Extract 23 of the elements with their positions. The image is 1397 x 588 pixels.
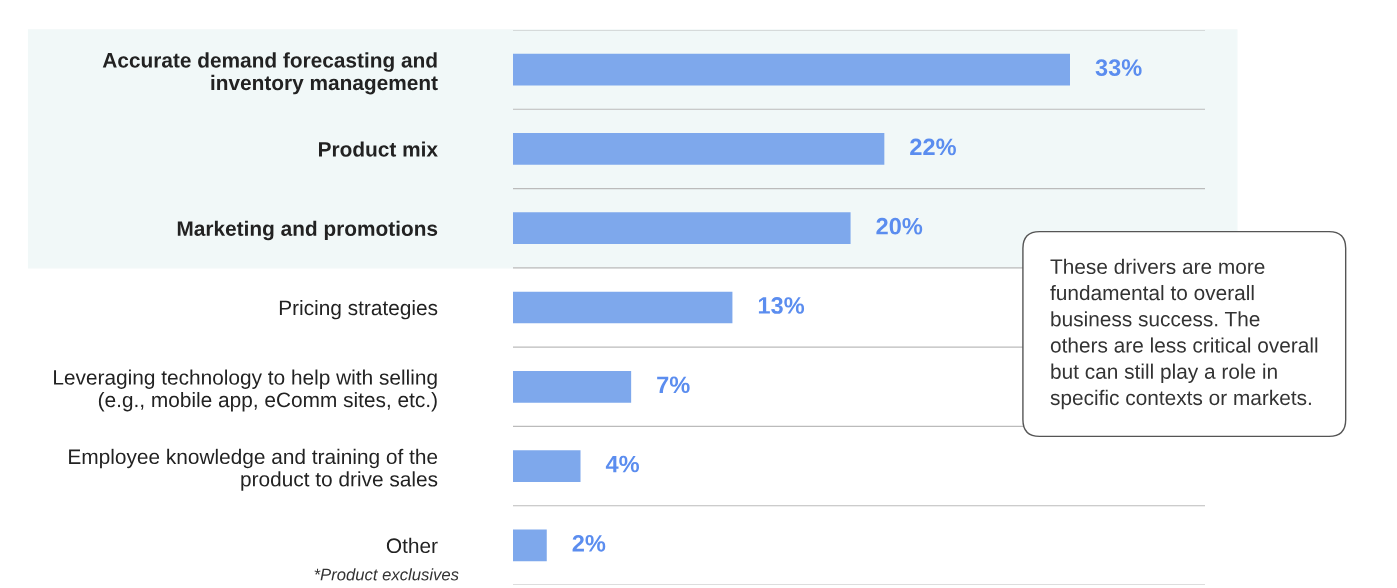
bar — [513, 212, 851, 245]
y-tick-label: Employee knowledge and training of the product to drive sales — [69, 448, 438, 491]
bar — [513, 529, 547, 562]
y-tick-label: Marketing and promotions — [177, 220, 438, 241]
bar — [513, 133, 885, 165]
bar — [513, 291, 733, 324]
y-tick-label: Leveraging technology to help with selling (e.g., mobile app, eComm sites, etc.) — [54, 369, 437, 412]
data-label: 33% — [1095, 59, 1142, 77]
text: *Product exclusives — [314, 568, 459, 581]
data-label: 7% — [657, 376, 690, 394]
bar — [513, 53, 1070, 86]
data-label: 4% — [605, 455, 640, 473]
y-tick-label: Other — [386, 537, 438, 554]
annotation: These drivers are more fundamental to overall business success. The others are less critical overall but can still play a role in specific contexts or markets. — [1050, 258, 1318, 410]
y-tick-label: Product mix — [319, 141, 438, 157]
bar — [513, 450, 581, 482]
y-tick-label: Pricing strategies — [279, 299, 438, 320]
data-label: 13% — [758, 297, 805, 314]
bar — [513, 370, 632, 403]
data-label: 22% — [910, 138, 956, 156]
data-label: 2% — [572, 534, 606, 552]
data-label: 20% — [876, 217, 923, 235]
y-tick-label: Accurate demand forecasting and inventory management — [102, 52, 438, 95]
